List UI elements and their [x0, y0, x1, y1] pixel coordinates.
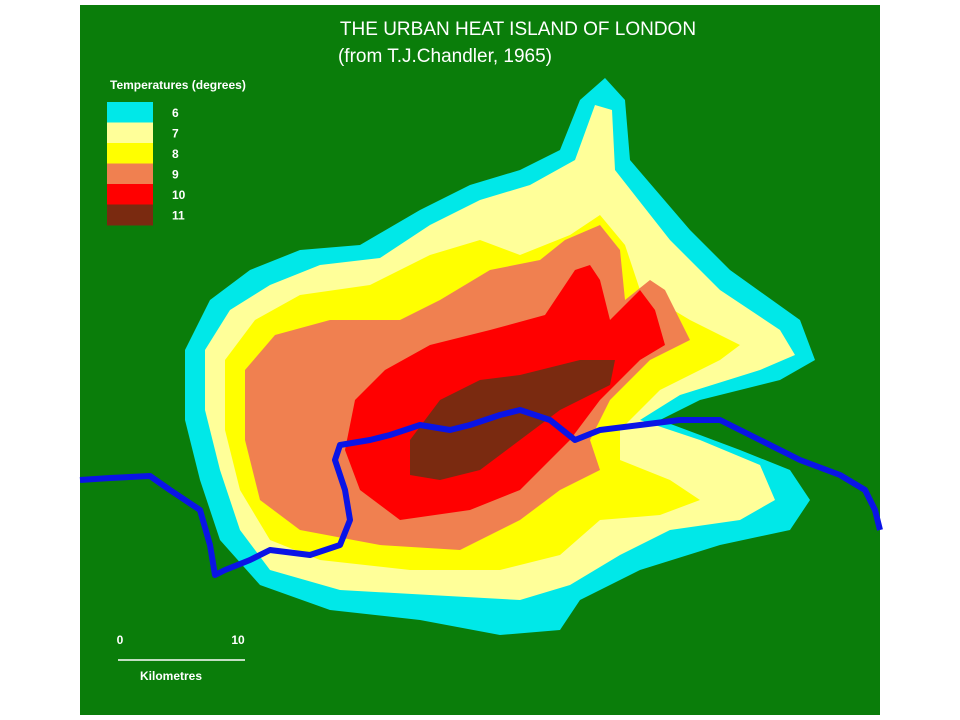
legend-label: 7: [172, 127, 179, 141]
legend-swatch: [107, 163, 153, 185]
title: THE URBAN HEAT ISLAND OF LONDON: [340, 19, 696, 40]
river-thames: [79, 407, 883, 578]
scale-start: 0: [117, 633, 124, 647]
subtitle: (from T.J.Chandler, 1965): [338, 46, 552, 67]
legend-swatch: [107, 184, 153, 205]
legend-label: 8: [172, 147, 179, 161]
scale-unit: Kilometres: [140, 669, 202, 683]
legend-title: Temperatures (degrees): [110, 78, 246, 92]
legend-swatch: [107, 143, 153, 164]
legend-swatch: [107, 102, 153, 123]
scale-end: 10: [231, 633, 245, 647]
legend-label: 11: [172, 209, 185, 223]
legend-label: 10: [172, 188, 186, 202]
legend-swatch: [107, 204, 153, 226]
contour-11: [410, 360, 615, 480]
contours: [185, 78, 815, 635]
legend-label: 6: [172, 106, 179, 120]
legend: 6 7 8 9 10 11: [107, 102, 186, 226]
legend-swatch: [107, 122, 153, 144]
legend-label: 9: [172, 168, 179, 182]
